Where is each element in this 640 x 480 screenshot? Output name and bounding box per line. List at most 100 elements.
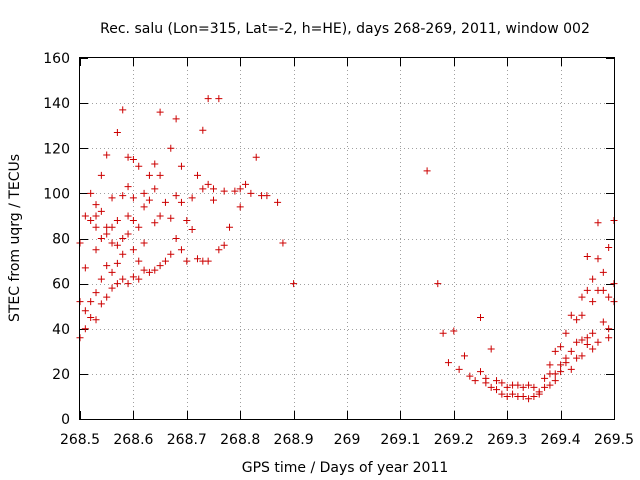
data-point xyxy=(92,201,100,209)
data-point xyxy=(113,280,121,288)
data-point xyxy=(103,230,111,238)
data-point xyxy=(156,108,164,116)
x-tick-label: 268.8 xyxy=(220,432,260,448)
data-point xyxy=(113,128,121,136)
data-point xyxy=(589,298,597,306)
data-point xyxy=(92,289,100,297)
x-tick-label: 269.3 xyxy=(487,432,527,448)
data-point xyxy=(172,192,180,200)
data-point xyxy=(97,207,105,215)
data-point xyxy=(583,253,591,261)
data-point xyxy=(161,257,169,265)
data-point xyxy=(589,345,597,353)
data-point xyxy=(87,298,95,306)
data-point xyxy=(599,318,607,326)
data-point xyxy=(177,246,185,254)
data-point xyxy=(525,381,533,389)
data-point xyxy=(129,273,137,281)
data-point xyxy=(274,198,282,206)
y-tick-label: 0 xyxy=(61,412,70,428)
data-point xyxy=(482,379,490,387)
data-point xyxy=(578,352,586,360)
data-point xyxy=(103,151,111,159)
data-point xyxy=(183,216,191,224)
data-point xyxy=(119,192,127,200)
data-point xyxy=(135,223,143,231)
data-point xyxy=(215,246,223,254)
y-tick-label: 20 xyxy=(52,367,70,383)
grid xyxy=(80,58,614,419)
data-point xyxy=(514,381,522,389)
data-point xyxy=(204,180,212,188)
data-point xyxy=(583,334,591,342)
data-point xyxy=(493,377,501,385)
data-point xyxy=(97,300,105,308)
y-tick-label: 140 xyxy=(43,96,70,112)
data-point xyxy=(161,198,169,206)
data-point xyxy=(87,189,95,197)
data-point xyxy=(92,246,100,254)
data-point xyxy=(108,194,116,202)
data-point xyxy=(87,313,95,321)
data-point xyxy=(450,327,458,335)
data-point xyxy=(151,219,159,227)
y-tick-label: 160 xyxy=(43,51,70,67)
data-point xyxy=(455,365,463,373)
data-point xyxy=(487,383,495,391)
plot-frame xyxy=(79,57,615,420)
data-point xyxy=(551,347,559,355)
data-point xyxy=(204,95,212,103)
data-point xyxy=(108,284,116,292)
data-point xyxy=(263,192,271,200)
data-point xyxy=(562,329,570,337)
data-point xyxy=(541,383,549,391)
data-point xyxy=(108,239,116,247)
data-point xyxy=(460,352,468,360)
data-point xyxy=(108,223,116,231)
y-tick-label: 40 xyxy=(52,322,70,338)
data-point xyxy=(594,338,602,346)
data-point xyxy=(135,257,143,265)
data-point xyxy=(151,266,159,274)
data-point xyxy=(129,246,137,254)
data-point xyxy=(236,185,244,193)
data-point xyxy=(119,106,127,114)
data-point xyxy=(81,264,89,272)
data-point xyxy=(177,162,185,170)
data-point xyxy=(439,329,447,337)
data-point xyxy=(92,316,100,324)
data-point xyxy=(605,244,613,252)
data-point xyxy=(236,203,244,211)
data-point xyxy=(567,347,575,355)
x-tick-labels: 268.5 268.6 268.7 268.8 268.9 269 269.1 269.2 26… xyxy=(60,432,634,448)
data-point xyxy=(188,194,196,202)
data-point xyxy=(92,223,100,231)
y-tick-label: 100 xyxy=(43,186,70,202)
x-axis-title: GPS time / Days of year 2011 xyxy=(242,460,449,476)
data-point xyxy=(87,216,95,224)
data-point xyxy=(177,198,185,206)
data-points xyxy=(76,95,618,403)
x-tick-label: 269 xyxy=(334,432,361,448)
x-tick-label: 269.1 xyxy=(380,432,420,448)
data-point xyxy=(546,361,554,369)
data-point xyxy=(113,216,121,224)
x-tick-label: 268.5 xyxy=(60,432,100,448)
data-point xyxy=(81,212,89,220)
data-point xyxy=(124,153,132,161)
data-point xyxy=(172,115,180,123)
data-point xyxy=(193,255,201,263)
data-point xyxy=(151,185,159,193)
x-tick-label: 268.6 xyxy=(113,432,153,448)
data-point xyxy=(519,392,527,400)
chart-title: Rec. salu (Lon=315, Lat=-2, h=HE), days … xyxy=(100,21,590,37)
data-point xyxy=(156,171,164,179)
data-point xyxy=(599,286,607,294)
data-point xyxy=(183,257,191,265)
data-point xyxy=(124,212,132,220)
data-point xyxy=(573,354,581,362)
data-point xyxy=(140,203,148,211)
data-point xyxy=(129,156,137,164)
data-point xyxy=(97,171,105,179)
data-point xyxy=(145,171,153,179)
